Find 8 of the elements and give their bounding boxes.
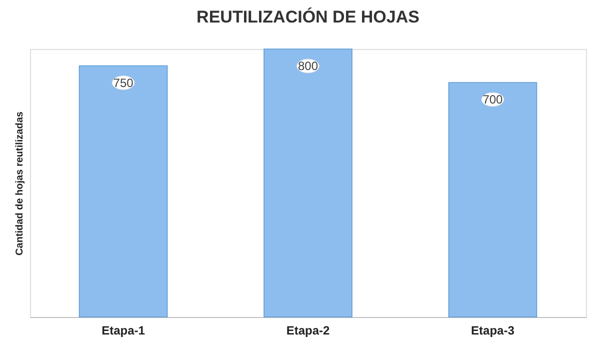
x-tick-label: Etapa-3 [471,324,515,338]
x-tick-label: Etapa-2 [286,324,330,338]
x-tick-label: Etapa-1 [102,324,146,338]
y-axis-title: Cantidad de hojas reutilizadas [14,111,26,256]
data-label: 750 [113,76,134,90]
data-label: 700 [482,92,504,106]
chart-title: REUTILIZACIÓN DE HOJAS [196,6,420,27]
data-label: 800 [298,59,318,73]
